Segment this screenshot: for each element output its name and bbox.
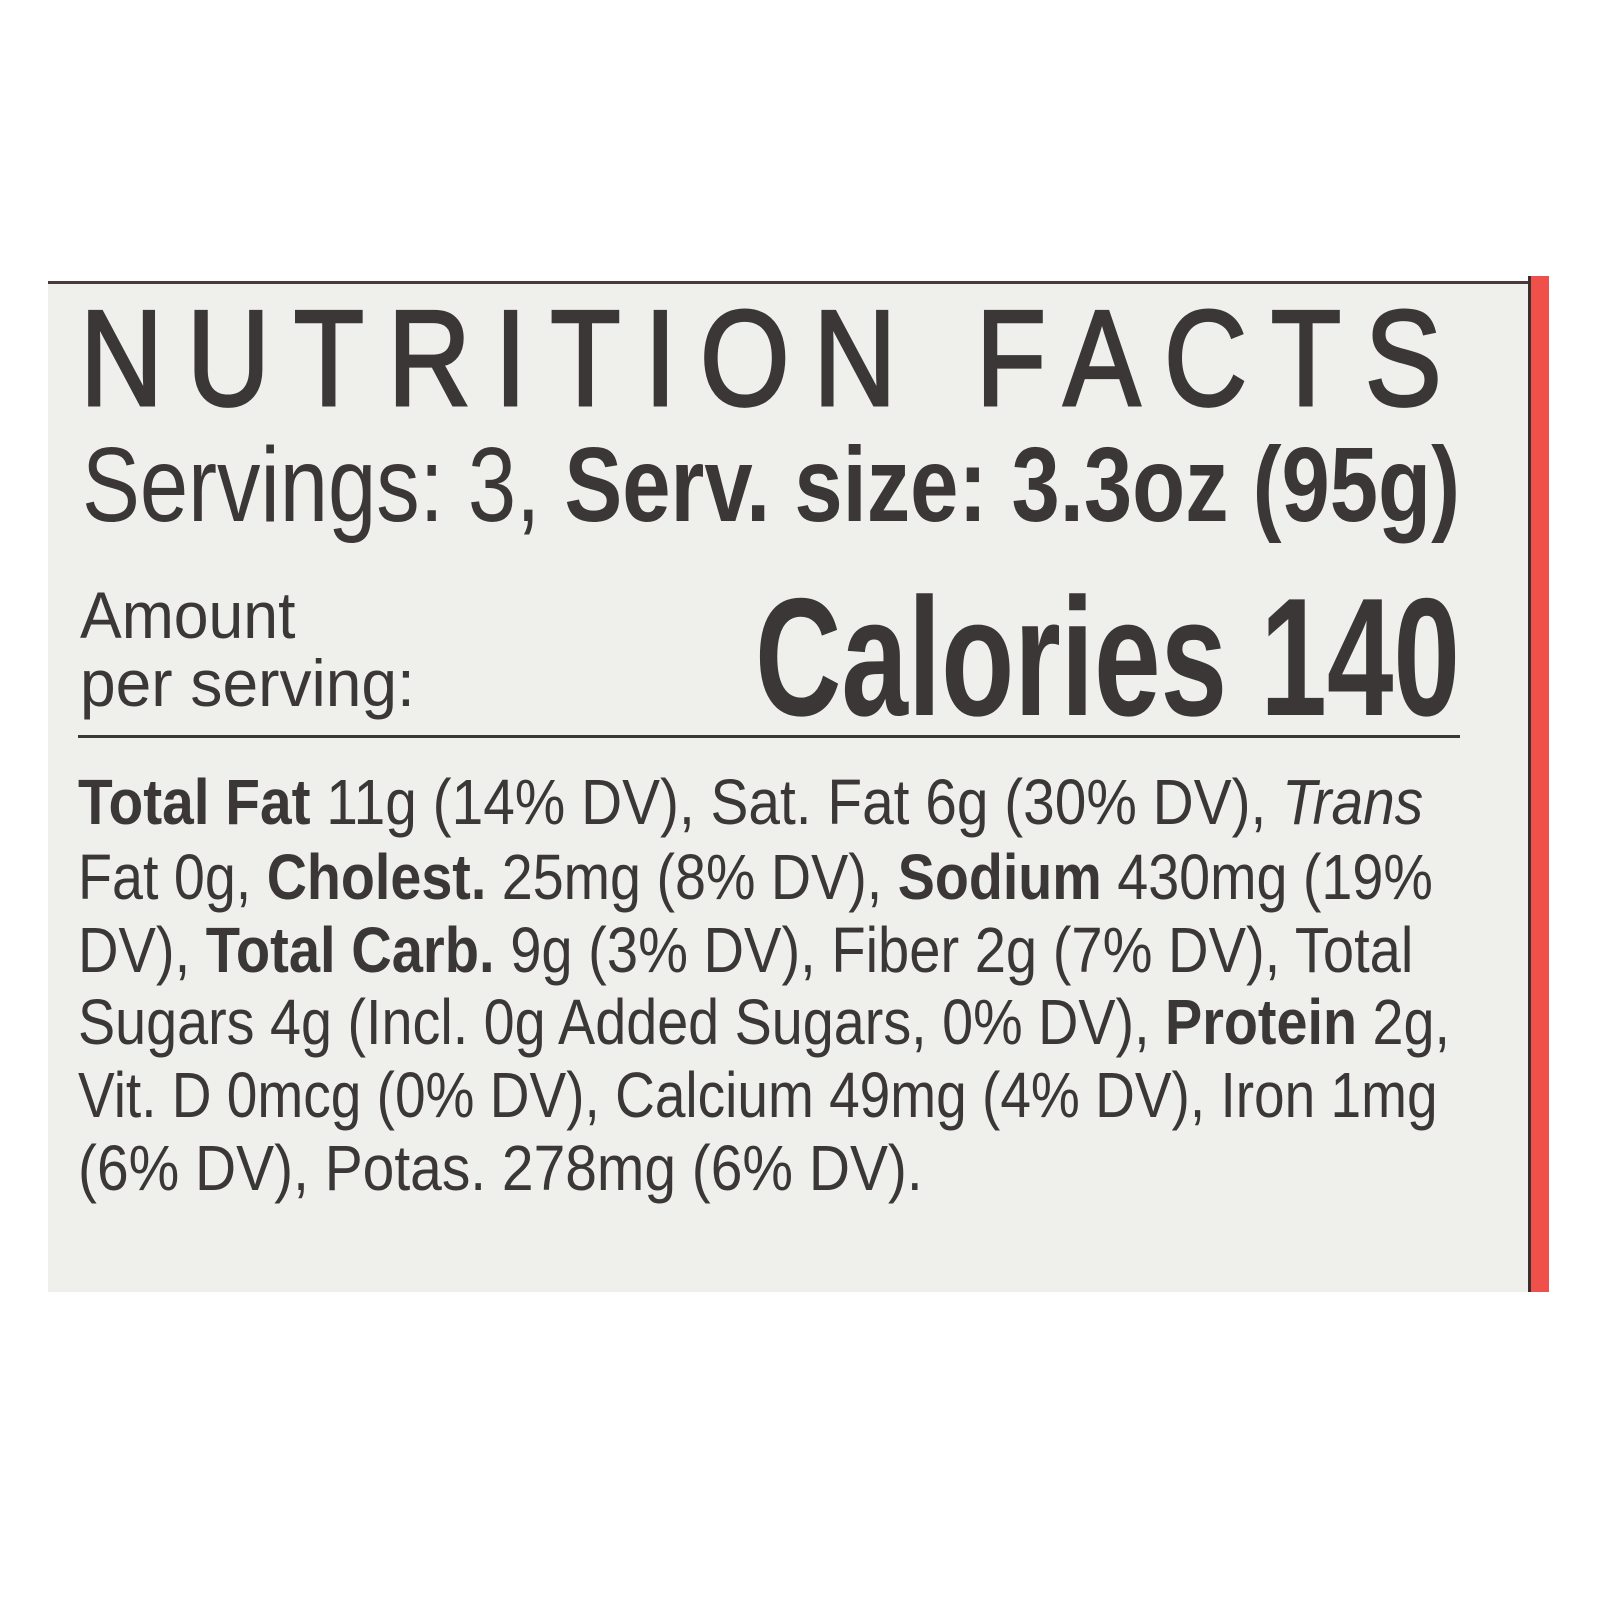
- nutrient-name: Cholest.: [266, 841, 487, 913]
- nutrient-text: 11g (14% DV), Sat. Fat 6g (30% DV),: [310, 766, 1283, 838]
- nutrient-line: DV), Total Carb. 9g (3% DV), Fiber 2g (7…: [78, 918, 1413, 982]
- nutrient-text: Trans: [1282, 766, 1424, 838]
- nutrient-line: Vit. D 0mcg (0% DV), Calcium 49mg (4% DV…: [78, 1063, 1438, 1127]
- calories: Calories 140: [755, 563, 1460, 751]
- nutrient-line: Fat 0g, Cholest. 25mg (8% DV), Sodium 43…: [78, 845, 1433, 909]
- nutrient-text: 2g,: [1356, 986, 1450, 1058]
- nutrient-name: Total Fat: [78, 766, 311, 838]
- divider: [78, 735, 1460, 738]
- nutrient-text: Vit. D 0mcg (0% DV), Calcium 49mg (4% DV…: [78, 1059, 1438, 1131]
- nutrition-label-panel: [48, 281, 1528, 1292]
- package-red-edge: [1528, 276, 1549, 1292]
- servings-count: Servings: 3,: [82, 426, 565, 544]
- nutrient-text: 430mg (19%: [1101, 841, 1433, 913]
- nutrient-name: Total Carb.: [205, 914, 495, 986]
- nutrient-line: Total Fat 11g (14% DV), Sat. Fat 6g (30%…: [78, 770, 1423, 834]
- serving-size: Serv. size: 3.3oz (95g): [564, 426, 1460, 544]
- nutrient-line: Sugars 4g (Incl. 0g Added Sugars, 0% DV)…: [78, 990, 1450, 1054]
- servings-line: Servings: 3, Serv. size: 3.3oz (95g): [82, 432, 1460, 538]
- label-title: NUTRITION FACTS: [79, 282, 1466, 434]
- nutrient-text: (6% DV), Potas. 278mg (6% DV).: [78, 1132, 923, 1204]
- nutrient-text: Sugars 4g (Incl. 0g Added Sugars, 0% DV)…: [78, 986, 1166, 1058]
- nutrient-name: Protein: [1165, 986, 1357, 1058]
- nutrient-text: 9g (3% DV), Fiber 2g (7% DV), Total: [494, 914, 1414, 986]
- nutrient-text: DV),: [78, 914, 206, 986]
- nutrient-text: Fat 0g,: [78, 841, 267, 913]
- nutrient-text: 25mg (8% DV),: [486, 841, 898, 913]
- nutrient-line: (6% DV), Potas. 278mg (6% DV).: [78, 1136, 923, 1200]
- amount-label: Amount: [80, 578, 296, 652]
- per-serving-label: per serving:: [80, 646, 415, 720]
- nutrient-name: Sodium: [897, 841, 1102, 913]
